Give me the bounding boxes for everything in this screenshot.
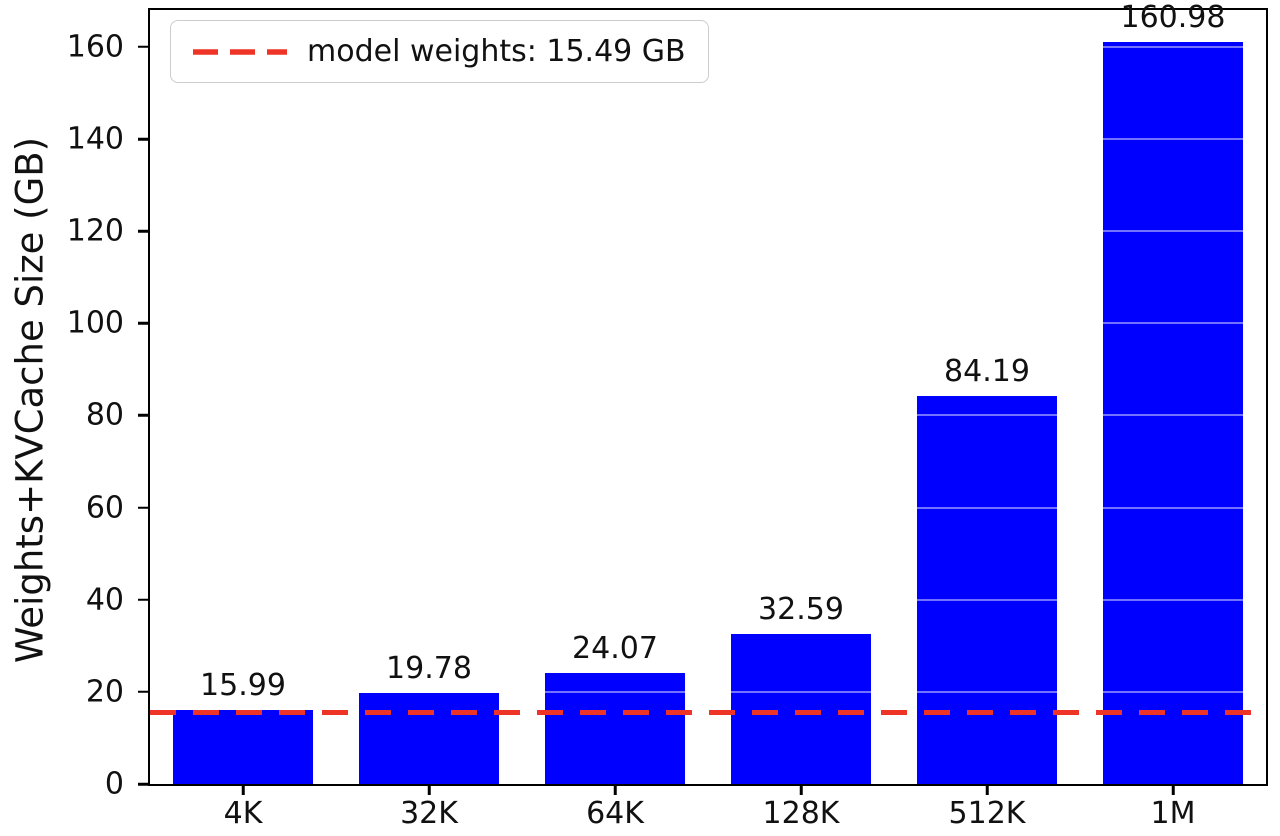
gridline-60 [150,506,1266,509]
y-tick-label: 80 [85,397,124,433]
x-tick-label: 4K [223,796,263,831]
bar-512K [917,396,1057,784]
y-tick-mark [138,506,148,509]
x-tick-label: 64K [586,796,644,831]
y-axis-label: Weights+KVCache Size (GB) [8,136,52,664]
gridline-40 [150,598,1266,601]
bar-value-label: 15.99 [200,668,286,704]
model-weights-threshold-line [150,710,1266,716]
x-tick-label: 32K [400,796,458,831]
x-tick-mark [613,786,617,795]
x-tick-mark [427,786,431,795]
bar-128K [731,633,871,784]
y-tick-mark [138,414,148,417]
legend: model weights: 15.49 GB [170,20,709,83]
gridline-140 [150,138,1266,140]
x-tick-label: 512K [948,796,1026,831]
y-tick-label: 40 [85,582,124,618]
y-tick-label: 160 [66,29,124,65]
y-tick-mark [138,45,148,49]
y-tick-label: 140 [66,121,124,157]
bar-value-label: 24.07 [572,631,658,667]
y-tick-label: 100 [66,305,124,341]
x-tick-mark [1171,786,1175,795]
y-tick-mark [138,690,148,694]
bar-64K [545,673,685,784]
y-tick-mark [138,229,148,233]
x-tick-label: 1M [1150,796,1196,831]
bar-value-label: 84.19 [944,354,1030,390]
gridline-80 [150,414,1266,417]
x-tick-mark [985,786,989,795]
y-tick-mark [138,782,148,786]
plot-inner: model weights: 15.49 GB 15.99 19.78 24.07 3… [150,1,1266,784]
legend-label: model weights: 15.49 GB [307,34,686,69]
y-tick-mark [138,137,148,141]
x-tick-mark [241,786,245,795]
bar-32K [359,692,499,784]
plot-area: model weights: 15.49 GB 15.99 19.78 24.07 3… [148,1,1268,786]
y-tick-label: 20 [85,674,124,710]
y-tick-label: 60 [85,490,124,526]
x-tick-label: 128K [762,796,840,831]
bar-value-label: 32.59 [758,591,844,627]
bar-value-label: 160.98 [1120,0,1226,36]
bar-4K [173,710,313,784]
y-tick-label: 120 [66,213,124,249]
gridline-120 [150,230,1266,233]
gridline-100 [150,322,1266,325]
bar-value-label: 19.78 [386,650,472,686]
dashed-line-sample-icon [193,48,287,55]
y-axis-ticks: 0 20 40 60 80 100 120 140 160 [0,8,148,802]
bar-1M [1103,42,1243,784]
y-tick-mark [138,322,148,325]
y-tick-mark [138,598,148,601]
x-axis-ticks: 4K 32K 64K 128K 512K 1M [150,786,1266,836]
gridline-20 [150,690,1266,693]
y-tick-label: 0 [104,766,124,802]
x-tick-mark [799,786,803,795]
